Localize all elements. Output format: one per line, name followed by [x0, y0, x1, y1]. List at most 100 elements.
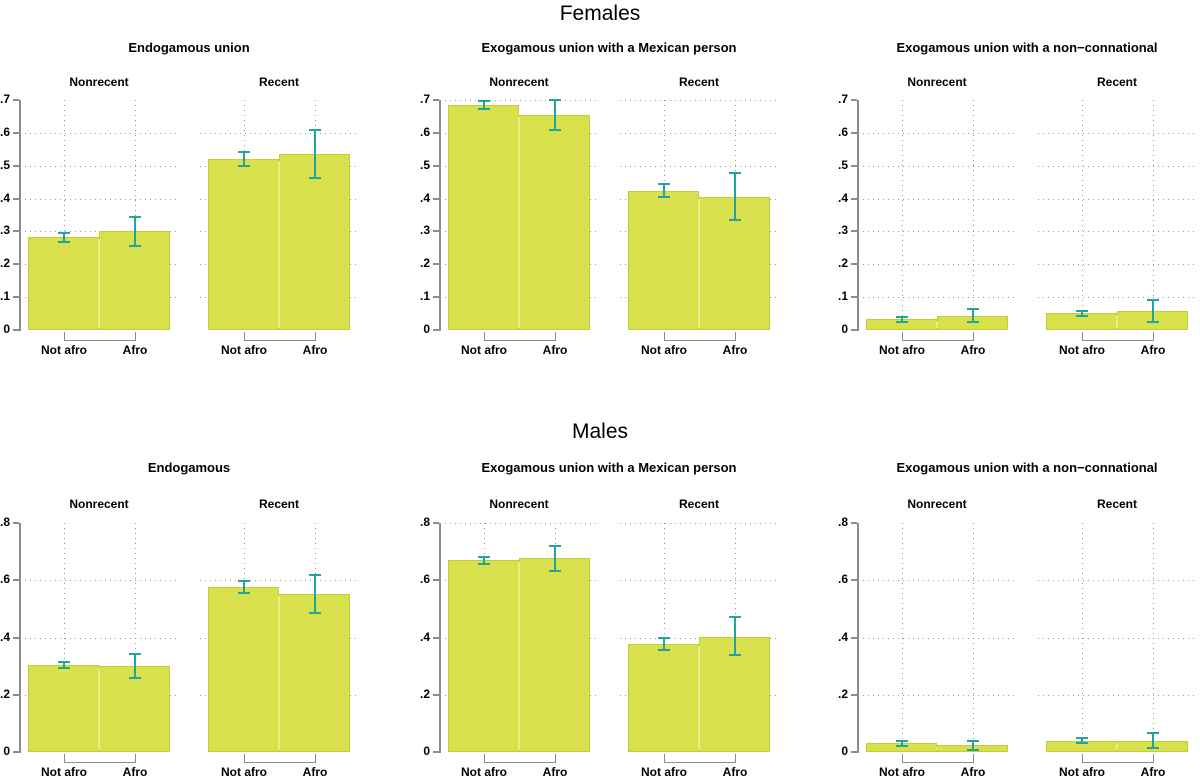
- category-tick: [1082, 332, 1083, 335]
- y-tick-label: .2: [0, 256, 10, 270]
- h-gridline: [620, 100, 778, 101]
- error-bar: [663, 184, 665, 197]
- error-bar: [243, 152, 245, 166]
- bar: [628, 644, 699, 752]
- error-bar-cap-top: [729, 172, 741, 174]
- bar-divider: [936, 321, 938, 328]
- h-gridline: [440, 523, 598, 524]
- bar: [448, 560, 519, 752]
- group-bracket-end-right: [135, 335, 136, 341]
- panel-title: Endogamous union: [128, 40, 250, 55]
- y-tick: [851, 165, 857, 167]
- y-tick: [13, 579, 19, 581]
- y-tick: [433, 329, 439, 331]
- category-label: Afro: [722, 343, 748, 357]
- h-gridline: [20, 199, 178, 200]
- error-bar-cap-bottom: [1076, 315, 1088, 317]
- error-bar-cap-bottom: [478, 108, 490, 110]
- error-bar: [134, 654, 136, 678]
- category-tick: [902, 332, 903, 335]
- category-label: Not afro: [461, 343, 507, 357]
- y-tick-label: .6: [0, 572, 10, 586]
- bar-divider: [278, 596, 280, 750]
- group-bracket-end-right: [315, 757, 316, 763]
- y-tick-label: .7: [419, 92, 430, 106]
- error-bar: [972, 741, 974, 750]
- group-bracket-end-right: [973, 757, 974, 763]
- category-label: Afro: [960, 765, 986, 779]
- panel-title: Exogamous union with a non−connational: [896, 40, 1158, 55]
- category-label: Afro: [302, 765, 328, 779]
- error-bar-cap-bottom: [1147, 747, 1159, 749]
- error-bar-cap-bottom: [238, 165, 250, 167]
- group-bracket-end-left: [664, 757, 665, 763]
- category-label: Not afro: [221, 765, 267, 779]
- y-tick: [13, 329, 19, 331]
- h-gridline: [20, 166, 178, 167]
- category-label: Afro: [122, 343, 148, 357]
- category-label: Not afro: [461, 765, 507, 779]
- error-bar: [1081, 738, 1083, 743]
- group-bracket-line: [244, 762, 315, 763]
- group-label: Recent: [258, 497, 299, 511]
- group-label: Recent: [678, 75, 719, 89]
- y-tick-label: .4: [837, 630, 848, 644]
- y-tick-label: .4: [837, 191, 848, 205]
- h-gridline: [20, 580, 178, 581]
- group-bracket-end-right: [973, 335, 974, 341]
- v-gridline: [135, 100, 136, 330]
- v-gridline: [135, 523, 136, 752]
- error-bar: [314, 130, 316, 178]
- error-bar: [1152, 300, 1154, 322]
- error-bar-cap-bottom: [238, 592, 250, 594]
- error-bar-cap-top: [967, 308, 979, 310]
- group-bracket-end-left: [244, 757, 245, 763]
- group-bracket-line: [902, 340, 973, 341]
- error-bar: [314, 575, 316, 613]
- error-bar-cap-top: [129, 216, 141, 218]
- y-tick-label: .1: [0, 289, 10, 303]
- error-bar-cap-bottom: [729, 219, 741, 221]
- y-axis-line: [857, 100, 859, 331]
- category-label: Not afro: [879, 765, 925, 779]
- category-tick: [902, 754, 903, 757]
- error-bar: [243, 581, 245, 593]
- error-bar-cap-bottom: [967, 321, 979, 323]
- error-bar-cap-top: [478, 100, 490, 102]
- y-axis-line: [19, 100, 21, 331]
- y-tick: [13, 230, 19, 232]
- error-bar: [972, 309, 974, 322]
- category-label: Afro: [1140, 343, 1166, 357]
- y-tick-label: .5: [419, 158, 430, 172]
- y-tick: [433, 637, 439, 639]
- error-bar-cap-bottom: [549, 129, 561, 131]
- y-tick-label: .4: [419, 191, 430, 205]
- error-bar: [63, 662, 65, 668]
- panel-title: Exogamous union with a non−connational: [896, 460, 1158, 475]
- bar: [208, 159, 279, 330]
- error-bar-cap-top: [658, 637, 670, 639]
- h-gridline: [440, 100, 598, 101]
- y-tick: [13, 198, 19, 200]
- group-bracket-end-right: [135, 757, 136, 763]
- h-gridline: [858, 695, 1016, 696]
- error-bar-cap-bottom: [129, 245, 141, 247]
- h-gridline: [1038, 580, 1196, 581]
- y-tick: [13, 637, 19, 639]
- y-tick: [851, 579, 857, 581]
- error-bar-cap-bottom: [478, 563, 490, 565]
- error-bar-cap-top: [238, 151, 250, 153]
- category-tick: [735, 332, 736, 335]
- category-label: Afro: [542, 765, 568, 779]
- error-bar-cap-bottom: [309, 612, 321, 614]
- h-gridline: [200, 580, 358, 581]
- h-gridline: [620, 133, 778, 134]
- h-gridline: [1038, 297, 1196, 298]
- error-bar-cap-bottom: [896, 745, 908, 747]
- error-bar: [554, 546, 556, 571]
- y-tick-label: .3: [837, 223, 848, 237]
- y-tick: [851, 99, 857, 101]
- h-gridline: [620, 523, 778, 524]
- y-tick-label: .2: [837, 687, 848, 701]
- bar: [519, 558, 590, 752]
